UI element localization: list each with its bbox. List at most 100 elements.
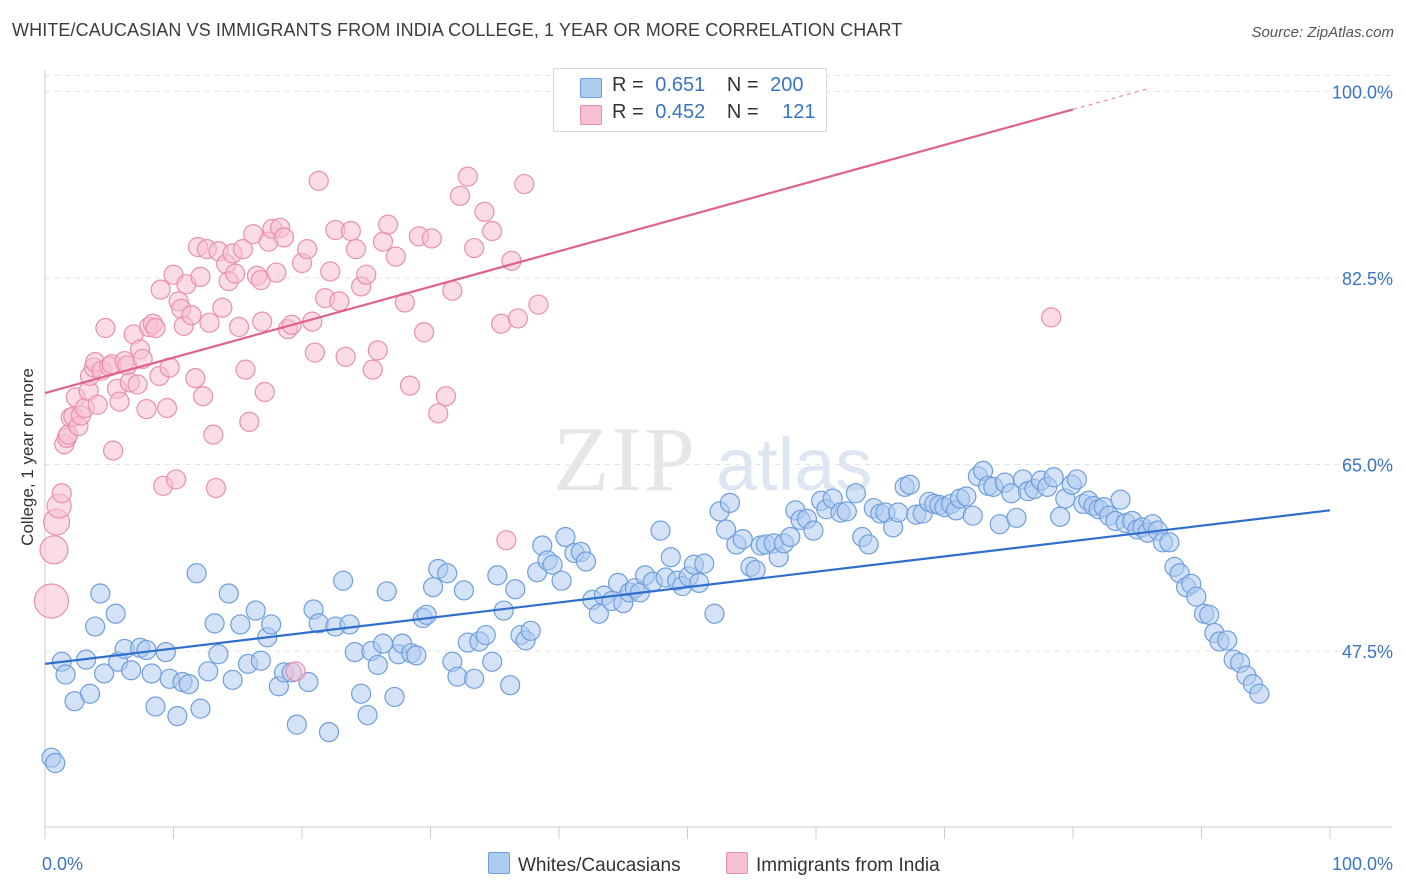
legend-r-label: R = xyxy=(612,101,644,123)
point-india xyxy=(199,312,220,333)
point-whites xyxy=(1217,630,1238,651)
point-whites xyxy=(719,492,741,513)
point-whites xyxy=(482,651,503,672)
point-whites xyxy=(230,614,251,635)
point-whites xyxy=(198,661,219,682)
legend-r-label: R = xyxy=(612,74,644,96)
point-whites xyxy=(888,502,909,523)
point-india xyxy=(362,359,383,380)
point-india xyxy=(252,311,273,332)
point-whites xyxy=(94,663,115,684)
point-whites xyxy=(351,683,372,704)
point-whites xyxy=(141,663,162,684)
axes xyxy=(44,70,1392,839)
point-india xyxy=(1041,307,1062,328)
point-india xyxy=(457,166,478,187)
x-tick-label: 100.0% xyxy=(1332,854,1393,874)
point-india xyxy=(340,220,361,242)
point-whites xyxy=(79,683,101,704)
legend-n-label: N = xyxy=(726,74,759,96)
point-whites xyxy=(555,526,576,548)
point-india xyxy=(464,237,485,259)
point-india xyxy=(308,170,329,191)
point-india xyxy=(442,280,463,301)
point-whites xyxy=(250,650,271,671)
point-india xyxy=(496,530,517,551)
point-whites xyxy=(437,563,458,584)
legend-bottom-whites: Whites/Caucasians xyxy=(488,852,681,877)
series-whites-caucasians xyxy=(41,460,1270,774)
point-whites xyxy=(962,505,983,526)
y-tick-label: 65.0% xyxy=(1342,455,1393,475)
legend-n-value-whites: 200 xyxy=(770,74,804,96)
point-whites xyxy=(222,669,243,690)
point-whites xyxy=(464,668,485,689)
point-whites xyxy=(55,664,76,685)
point-india xyxy=(372,231,394,252)
legend-n-value-india: 121 xyxy=(782,101,816,123)
chart-title: WHITE/CAUCASIAN VS IMMIGRANTS FROM INDIA… xyxy=(12,20,903,40)
point-india xyxy=(304,342,325,363)
point-whites xyxy=(487,565,508,586)
point-india xyxy=(103,440,124,461)
point-whites xyxy=(1186,586,1207,607)
point-whites xyxy=(357,704,378,726)
legend-bottom-india: Immigrants from India xyxy=(726,852,940,877)
trend-line-whites xyxy=(44,509,1331,665)
point-whites xyxy=(186,563,207,584)
point-india xyxy=(501,250,522,271)
point-whites xyxy=(500,675,521,696)
point-india xyxy=(150,279,171,300)
point-india xyxy=(273,227,295,248)
point-whites xyxy=(120,660,142,681)
point-india xyxy=(235,359,256,380)
point-whites xyxy=(1066,469,1087,490)
point-india xyxy=(367,340,388,361)
point-india xyxy=(232,239,253,260)
point-india xyxy=(507,308,528,329)
point-whites xyxy=(650,520,671,541)
trend-line-india-extension xyxy=(1072,87,1151,111)
point-whites xyxy=(505,579,526,600)
point-india xyxy=(192,386,214,407)
point-whites xyxy=(85,616,106,637)
point-india xyxy=(266,262,287,283)
point-india xyxy=(203,424,224,445)
point-whites xyxy=(688,572,710,593)
point-india xyxy=(228,316,250,338)
point-whites xyxy=(836,501,857,522)
point-india xyxy=(205,477,227,499)
point-india xyxy=(225,263,246,284)
point-whites xyxy=(261,614,282,635)
point-india xyxy=(377,214,399,235)
point-whites xyxy=(803,520,824,541)
point-whites xyxy=(845,483,866,504)
point-whites xyxy=(520,620,541,641)
point-india xyxy=(482,220,503,242)
point-whites xyxy=(286,714,307,735)
point-india xyxy=(428,403,449,424)
point-whites xyxy=(704,603,725,624)
point-whites xyxy=(956,486,977,507)
point-india xyxy=(51,483,72,504)
point-india xyxy=(239,411,260,432)
point-whites xyxy=(542,554,563,575)
point-india xyxy=(136,398,157,420)
point-india xyxy=(345,239,367,260)
point-whites xyxy=(384,686,405,708)
point-whites xyxy=(245,600,266,621)
point-india xyxy=(435,386,457,407)
point-india xyxy=(335,346,356,367)
point-whites xyxy=(208,644,229,665)
point-whites xyxy=(1043,467,1064,488)
point-whites xyxy=(406,645,427,666)
point-whites xyxy=(732,529,753,550)
point-whites xyxy=(715,519,737,540)
point-whites xyxy=(45,752,66,774)
point-whites xyxy=(551,570,572,591)
point-whites xyxy=(1006,507,1027,528)
point-whites xyxy=(858,534,879,555)
legend-r-value-india: 0.452 xyxy=(655,101,706,123)
point-india xyxy=(156,397,178,419)
